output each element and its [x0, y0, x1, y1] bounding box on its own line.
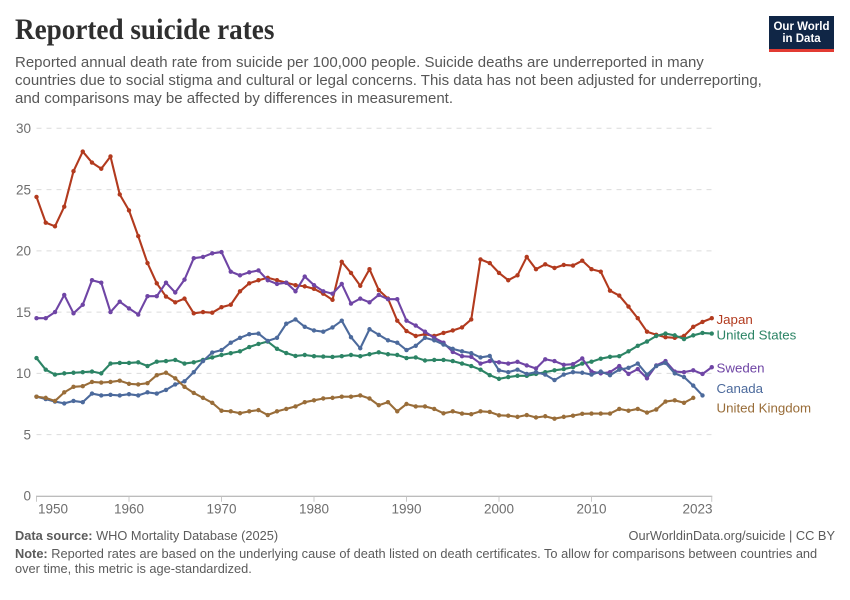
- svg-text:1990: 1990: [391, 502, 421, 517]
- svg-text:0: 0: [23, 489, 31, 504]
- svg-text:Canada: Canada: [717, 381, 764, 396]
- svg-text:1960: 1960: [114, 502, 144, 517]
- svg-text:10: 10: [16, 366, 31, 381]
- svg-text:2023: 2023: [682, 502, 712, 517]
- svg-text:15: 15: [16, 305, 31, 320]
- svg-text:5: 5: [23, 427, 31, 442]
- svg-text:1980: 1980: [299, 502, 329, 517]
- svg-text:1950: 1950: [38, 502, 68, 517]
- svg-text:25: 25: [16, 182, 31, 197]
- svg-text:Japan: Japan: [717, 312, 753, 327]
- svg-text:30: 30: [16, 121, 31, 136]
- svg-text:20: 20: [16, 244, 31, 259]
- svg-text:2000: 2000: [484, 502, 514, 517]
- svg-text:United States: United States: [717, 327, 797, 342]
- svg-text:Sweden: Sweden: [717, 360, 765, 375]
- svg-text:United Kingdom: United Kingdom: [717, 400, 812, 415]
- svg-text:2010: 2010: [576, 502, 606, 517]
- svg-text:1970: 1970: [206, 502, 236, 517]
